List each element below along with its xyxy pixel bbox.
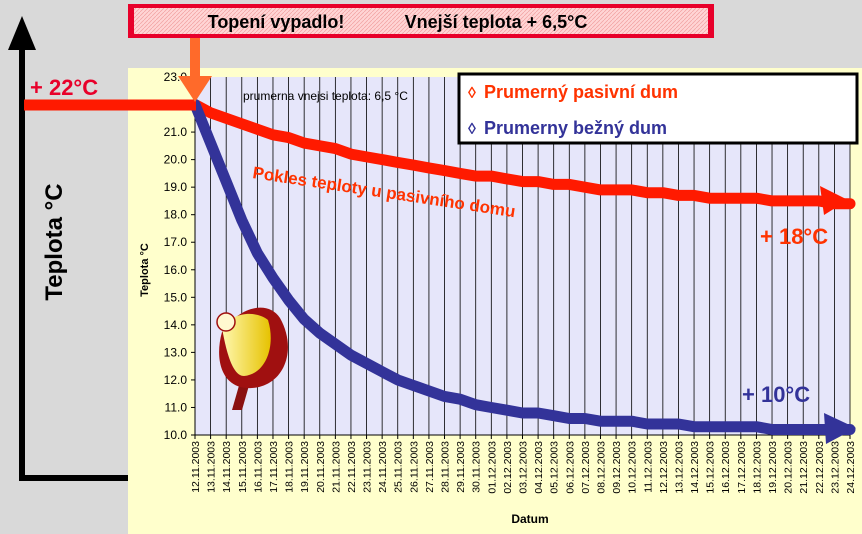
y-tick-label: 17.0 [164,235,188,249]
x-tick-label: 29.11.2003 [455,441,467,493]
x-tick-label: 14.12.2003 [689,441,701,494]
legend-passive-marker: ◊ [468,85,476,102]
x-tick-label: 12.12.2003 [658,441,670,494]
x-tick-label: 24.11.2003 [377,441,389,493]
x-tick-label: 09.12.2003 [611,441,623,494]
x-tick-label: 22.12.2003 [814,441,826,494]
x-tick-label: 13.11.2003 [206,441,218,493]
y-tick-label: 11.0 [165,400,188,414]
series-line-passive [189,99,856,210]
banner-inner [134,8,708,34]
x-tick-label: 26.11.2003 [408,441,420,493]
series-line-normal [189,99,856,435]
normal-end-callout: + 10°C [742,382,810,407]
x-tick-label: 18.12.2003 [751,441,763,494]
passive-house-logo [216,307,288,410]
x-tick-label: 20.11.2003 [315,441,327,493]
banner-outside-temp-text: Vnejší teplota + 6,5°C [405,12,588,32]
x-tick-label: 25.11.2003 [393,441,405,493]
x-tick-label: 19.12.2003 [767,441,779,494]
x-tick-label: 15.12.2003 [705,441,717,494]
x-tick-label: 16.12.2003 [720,441,732,494]
x-tick-label: 18.11.2003 [284,441,296,493]
x-tick-label: 27.11.2003 [424,441,436,493]
x-tick-label: 28.11.2003 [440,441,452,493]
x-axis-label: Datum [511,512,548,526]
x-tick-label: 01.12.2003 [486,441,498,494]
x-tick-label: 22.11.2003 [346,441,358,493]
legend-passive-label: Prumerný pasivní dum [484,82,678,102]
x-tick-label: 13.12.2003 [673,441,685,494]
x-tick-label: 23.11.2003 [362,441,374,493]
x-tick-label: 03.12.2003 [518,441,530,494]
outage-arrow-shaft [190,38,200,78]
x-tick-label: 21.11.2003 [330,441,342,493]
x-tick-label: 06.12.2003 [564,441,576,494]
passive-end-callout: + 18°C [760,224,828,249]
y-tick-label: 21.0 [164,125,188,139]
y-tick-label: 12.0 [164,373,188,387]
y-tick-label: 20.0 [164,153,188,167]
legend-normal-label: Prumerny bežný dum [484,118,667,138]
series-layer [189,99,856,435]
average-temperature-note: prumerna vnejsi teplota: 6,5 °C [243,89,408,103]
legend-normal-marker: ◊ [468,121,476,138]
start-temperature-callout: + 22°C [30,75,98,100]
y-tick-label: 19.0 [164,180,188,194]
y-tick-label: 13.0 [164,345,188,359]
y-tick-label: 16.0 [164,263,188,277]
x-tick-label: 02.12.2003 [502,441,514,494]
x-tick-label: 14.11.2003 [221,441,233,493]
banner-outage-text: Topení vypadlo! [208,12,345,32]
y-axis-label: Teplota °C [139,243,151,297]
x-tick-label: 04.12.2003 [533,441,545,494]
outage-arrow-head [178,76,212,102]
x-tick-label: 07.12.2003 [580,441,592,494]
y-tick-label: 10.0 [164,428,188,442]
y-tick-label: 18.0 [164,208,188,222]
x-tick-label: 21.12.2003 [798,441,810,494]
x-tick-label: 19.11.2003 [299,441,311,493]
normal-arrowhead [824,413,856,444]
x-tick-label: 20.12.2003 [783,441,795,494]
x-tick-label: 05.12.2003 [549,441,561,494]
x-tick-label: 17.11.2003 [268,441,280,493]
passive-arrowhead [820,186,848,215]
x-tick-label: 08.12.2003 [595,441,607,494]
x-tick-label: 30.11.2003 [471,441,483,493]
x-tick-labels: 12.11.2003 13.11.2003 14.11.2003 15.11.2003… [190,435,857,494]
y-tick-label: 15.0 [164,290,188,304]
x-tick-label: 12.11.2003 [190,441,202,493]
x-tick-label: 16.11.2003 [252,441,264,493]
x-tick-label: 17.12.2003 [736,441,748,494]
x-tick-label: 23.12.2003 [829,441,841,494]
x-tick-label: 24.12.2003 [845,441,857,494]
legend-box [457,72,859,145]
x-tick-label: 10.12.2003 [627,441,639,494]
y-tick-label: 14.0 [164,318,188,332]
outer-y-arrowhead [8,16,36,50]
outer-axis-label: Teplota °C [41,183,68,300]
x-tick-label: 15.11.2003 [237,441,249,493]
x-tick-label: 11.12.2003 [642,441,654,493]
